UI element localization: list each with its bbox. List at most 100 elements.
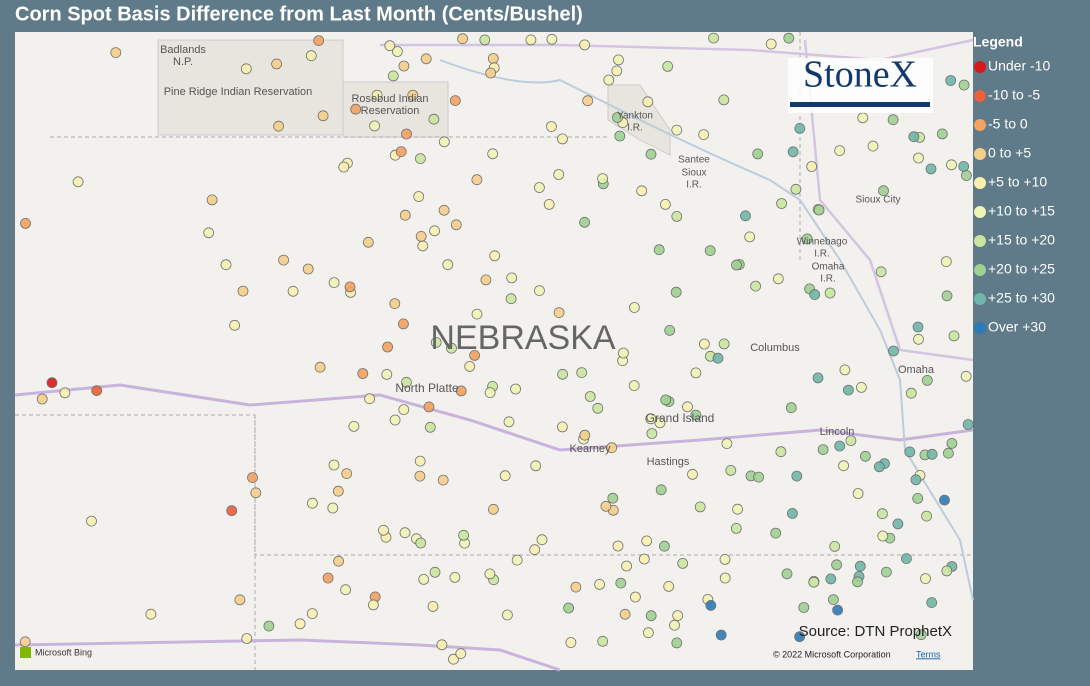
map-point <box>854 560 866 572</box>
map-point <box>615 577 627 589</box>
map-point <box>389 298 401 310</box>
map-point <box>740 210 751 222</box>
map-point <box>229 319 241 331</box>
map-point <box>888 345 899 357</box>
map-point <box>672 610 684 621</box>
map-point <box>690 367 702 379</box>
map-point <box>86 515 97 527</box>
map-point <box>400 376 412 388</box>
map-point <box>798 602 810 613</box>
map-point <box>613 54 624 66</box>
map-point <box>263 620 275 632</box>
logo-bar <box>790 102 930 107</box>
map-point <box>455 385 467 397</box>
place-label: Omaha <box>812 262 845 273</box>
map-point <box>905 387 917 399</box>
map-point <box>570 581 582 593</box>
place-label: Winnebago <box>797 237 848 248</box>
map-point <box>362 236 374 248</box>
map-point <box>226 505 238 517</box>
map-point <box>271 58 283 70</box>
map-point <box>941 565 953 577</box>
map <box>14 32 974 672</box>
place-label: Omaha <box>898 364 935 376</box>
map-point <box>941 290 953 302</box>
map-point <box>852 488 864 499</box>
map-point <box>328 277 340 289</box>
map-point <box>915 629 927 641</box>
map-point <box>654 417 666 429</box>
map-point <box>958 79 970 91</box>
map-point <box>765 38 777 50</box>
map-point <box>415 230 427 242</box>
map-point <box>857 112 869 124</box>
map-point <box>332 485 344 497</box>
map-point <box>489 250 501 262</box>
map-point <box>611 65 623 77</box>
map-point <box>775 446 787 458</box>
map-point <box>534 182 545 193</box>
map-point <box>429 225 441 237</box>
legend-label: Over +30 <box>988 319 1046 335</box>
map-point <box>582 95 594 107</box>
place-label: I.R. <box>686 180 702 191</box>
legend-swatch <box>974 148 986 160</box>
river <box>439 59 974 601</box>
map-point <box>273 120 285 132</box>
map-point <box>614 130 626 142</box>
map-point <box>384 40 396 52</box>
map-point <box>945 75 957 86</box>
map-point <box>901 553 912 564</box>
legend-swatch <box>974 119 986 131</box>
map-point <box>449 95 461 106</box>
legend-title: Legend <box>973 34 1023 50</box>
map-point <box>553 307 565 319</box>
map-point <box>699 338 710 350</box>
map-point <box>655 484 667 496</box>
map-point <box>206 194 218 206</box>
map-point <box>958 160 970 172</box>
place-label: Santee <box>678 155 710 166</box>
place-label: Badlands <box>160 44 206 56</box>
map-point <box>438 136 450 148</box>
map-point <box>638 553 650 565</box>
map-point <box>250 487 262 499</box>
terms-link[interactable]: Terms <box>916 649 941 659</box>
map-point <box>682 401 693 413</box>
map-point <box>59 387 71 399</box>
map-point <box>719 554 731 565</box>
legend-swatch <box>974 235 986 247</box>
map-point <box>487 503 499 515</box>
copyright: © 2022 Microsoft Corporation <box>773 649 891 659</box>
map-point <box>770 527 782 539</box>
map-point <box>843 384 854 396</box>
map-point <box>91 385 103 397</box>
source: Source: DTN ProphetX <box>799 623 952 640</box>
map-point <box>817 444 829 456</box>
map-point <box>669 619 680 631</box>
map-point <box>20 217 31 229</box>
legend-label: +10 to +15 <box>988 203 1055 219</box>
map-point <box>926 597 938 608</box>
map-point <box>565 637 577 648</box>
map-point <box>659 540 670 552</box>
map-point <box>794 631 805 643</box>
map-point <box>960 370 972 382</box>
map-point <box>839 364 851 376</box>
map-point <box>387 70 399 82</box>
place-label: Sioux <box>681 168 706 179</box>
map-point <box>592 402 604 414</box>
map-point <box>511 554 523 566</box>
map-point <box>671 637 683 649</box>
map-point <box>946 159 957 171</box>
map-point <box>645 610 657 622</box>
place-label: Reservation <box>361 105 420 117</box>
map-point <box>485 67 497 79</box>
legend-label: +25 to +30 <box>988 290 1055 306</box>
map-point <box>450 219 462 231</box>
map-point <box>234 594 246 606</box>
map-point <box>677 558 689 569</box>
state-label: NEBRASKA <box>430 319 615 357</box>
map-point <box>912 321 924 333</box>
